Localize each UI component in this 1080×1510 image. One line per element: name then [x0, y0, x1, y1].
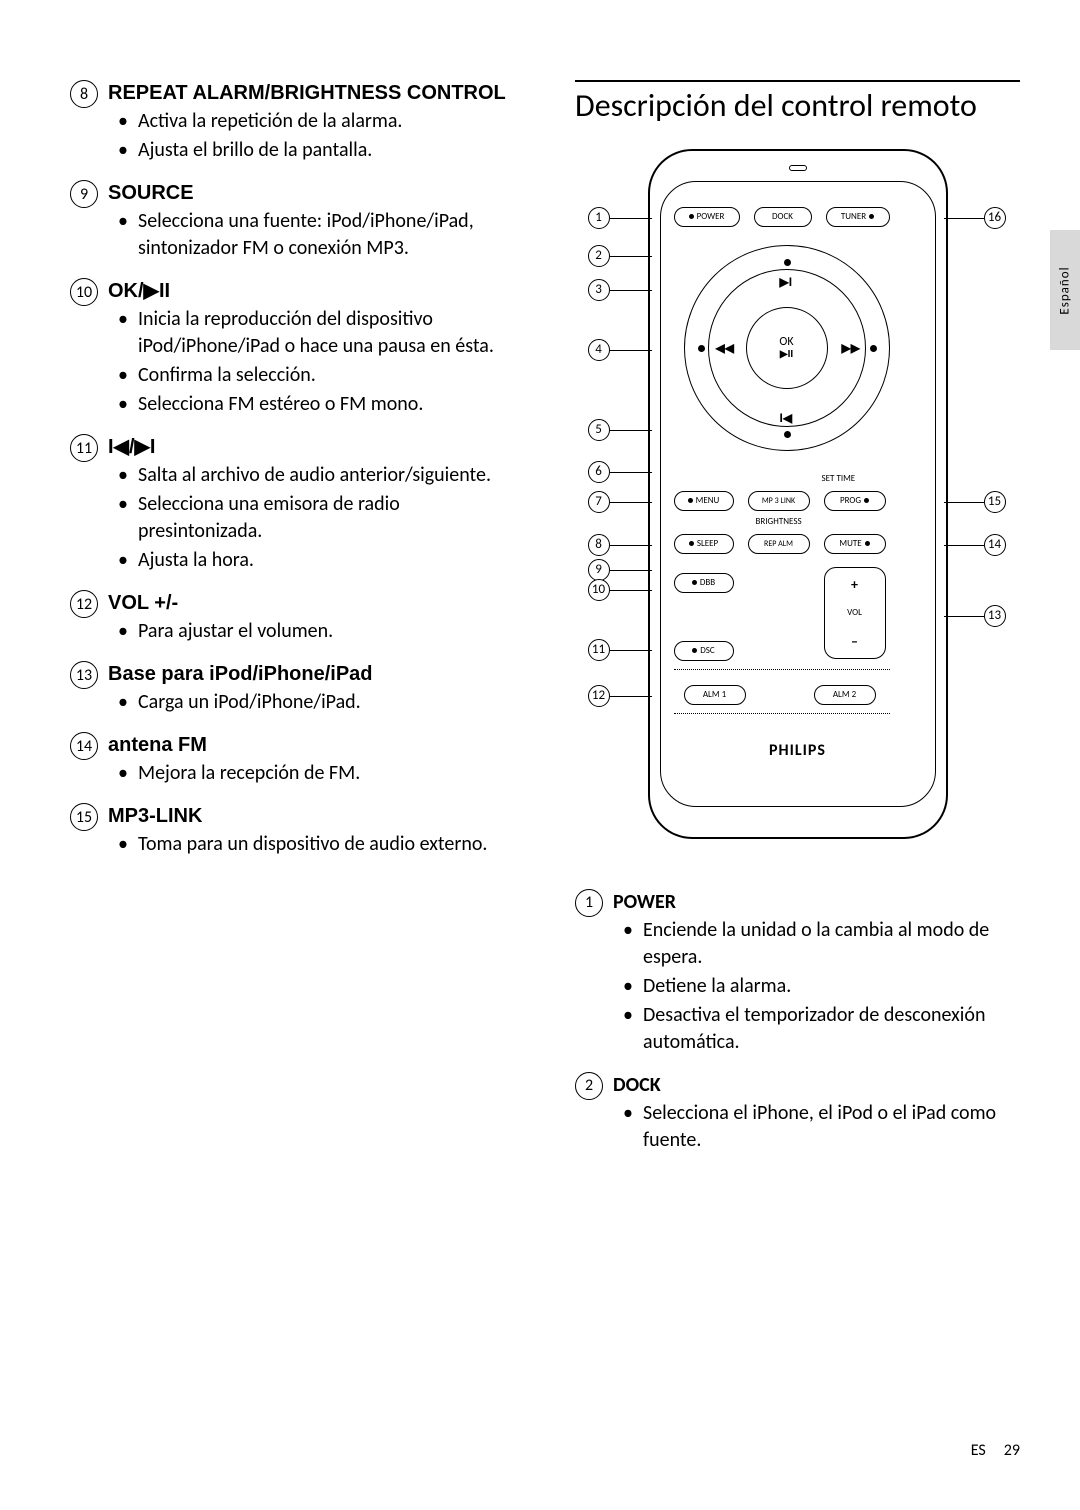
item-bullet: Desactiva el temporizador de desconexión… [643, 1002, 1020, 1056]
item-bullet: Selecciona FM estéreo o FM mono. [138, 391, 515, 418]
callout-13: 13 [984, 605, 1006, 627]
callout-7: 7 [588, 491, 610, 513]
item-bullet: Carga un iPod/iPhone/iPad. [138, 689, 515, 716]
remote-tuner-button: TUNER [826, 207, 890, 227]
item-bullet: Selecciona una fuente: iPod/iPhone/iPad,… [138, 208, 515, 262]
remote-dbb-button: DBB [674, 573, 734, 593]
item-bullet: Activa la repetición de la alarma. [138, 108, 515, 135]
callout-1: 1 [588, 207, 610, 229]
remote-dsc-button: DSC [674, 641, 734, 661]
brand-label: PHILIPS [650, 741, 946, 760]
page-footer: ES29 [971, 1441, 1020, 1460]
callout-6: 6 [588, 461, 610, 483]
item-marker: 9 [70, 180, 98, 208]
callout-12: 12 [588, 685, 610, 707]
item-title: SOURCE [108, 180, 515, 206]
item-title: POWER [613, 889, 1020, 915]
item-marker: 8 [70, 80, 98, 108]
remote-sleep-button: SLEEP [674, 534, 734, 554]
item-title: I◀/▶I [108, 434, 515, 460]
item-bullet: Mejora la recepción de FM. [138, 760, 515, 787]
remote-power-button: POWER [674, 207, 740, 227]
item-bullet: Ajusta el brillo de la pantalla. [138, 137, 515, 164]
remote-vol-rocker: + VOL – [824, 567, 886, 659]
callout-4: 4 [588, 339, 610, 361]
callout-16: 16 [984, 207, 1006, 229]
nav-right-icon: ▶▶ [842, 341, 860, 355]
item-title: DOCK [613, 1072, 1020, 1098]
item-marker: 13 [70, 661, 98, 689]
remote-ok-button: OK▶II [746, 307, 828, 389]
item-title: OK/▶II [108, 278, 515, 304]
item-bullet: Selecciona una emisora de radio presinto… [138, 491, 515, 545]
callout-11: 11 [588, 639, 610, 661]
item-marker: 12 [70, 590, 98, 618]
item-title: Base para iPod/iPhone/iPad [108, 661, 515, 687]
item-title: REPEAT ALARM/BRIGHTNESS CONTROL [108, 80, 515, 106]
remote-prog-button: PROG [824, 491, 886, 511]
nav-up-icon: ▶I [780, 275, 793, 289]
remote-mp3link-button: MP 3 LINK [748, 491, 810, 511]
item-marker: 15 [70, 803, 98, 831]
item-marker: 1 [575, 889, 603, 917]
nav-down-icon: I◀ [780, 411, 793, 425]
item-bullet: Toma para un dispositivo de audio extern… [138, 831, 515, 858]
callout-3: 3 [588, 279, 610, 301]
callout-15: 15 [984, 491, 1006, 513]
callout-14: 14 [984, 534, 1006, 556]
remote-alm2-button: ALM 2 [814, 685, 876, 705]
remote-mute-button: MUTE [824, 534, 886, 554]
remote-alm1-button: ALM 1 [684, 685, 746, 705]
section-heading: Descripción del control remoto [575, 80, 1020, 125]
remote-repalm-button: REP ALM [748, 534, 810, 554]
language-tab: Español [1050, 230, 1080, 350]
item-bullet: Enciende la unidad o la cambia al modo d… [643, 917, 1020, 971]
item-bullet: Confirma la selección. [138, 362, 515, 389]
item-bullet: Inicia la reproducción del dispositivo i… [138, 306, 515, 360]
item-marker: 11 [70, 434, 98, 462]
item-title: MP3-LINK [108, 803, 515, 829]
remote-diagram: POWER DOCK TUNER OK▶II ▶I I◀ ◀◀ ▶▶ SET T… [588, 149, 1008, 849]
item-marker: 10 [70, 278, 98, 306]
remote-menu-button: MENU [674, 491, 734, 511]
item-title: VOL +/- [108, 590, 515, 616]
item-bullet: Para ajustar el volumen. [138, 618, 515, 645]
item-bullet: Detiene la alarma. [643, 973, 1020, 1000]
item-marker: 2 [575, 1072, 603, 1100]
item-bullet: Salta al archivo de audio anterior/sigui… [138, 462, 515, 489]
item-bullet: Ajusta la hora. [138, 547, 515, 574]
settime-label: SET TIME [822, 473, 856, 484]
item-marker: 14 [70, 732, 98, 760]
item-title: antena FM [108, 732, 515, 758]
callout-10: 10 [588, 579, 610, 601]
callout-9: 9 [588, 559, 610, 581]
nav-left-icon: ◀◀ [716, 341, 734, 355]
brightness-label: BRIGHTNESS [756, 516, 802, 527]
callout-5: 5 [588, 419, 610, 441]
remote-dock-button: DOCK [754, 207, 812, 227]
callout-2: 2 [588, 245, 610, 267]
callout-8: 8 [588, 534, 610, 556]
item-bullet: Selecciona el iPhone, el iPod o el iPad … [643, 1100, 1020, 1154]
